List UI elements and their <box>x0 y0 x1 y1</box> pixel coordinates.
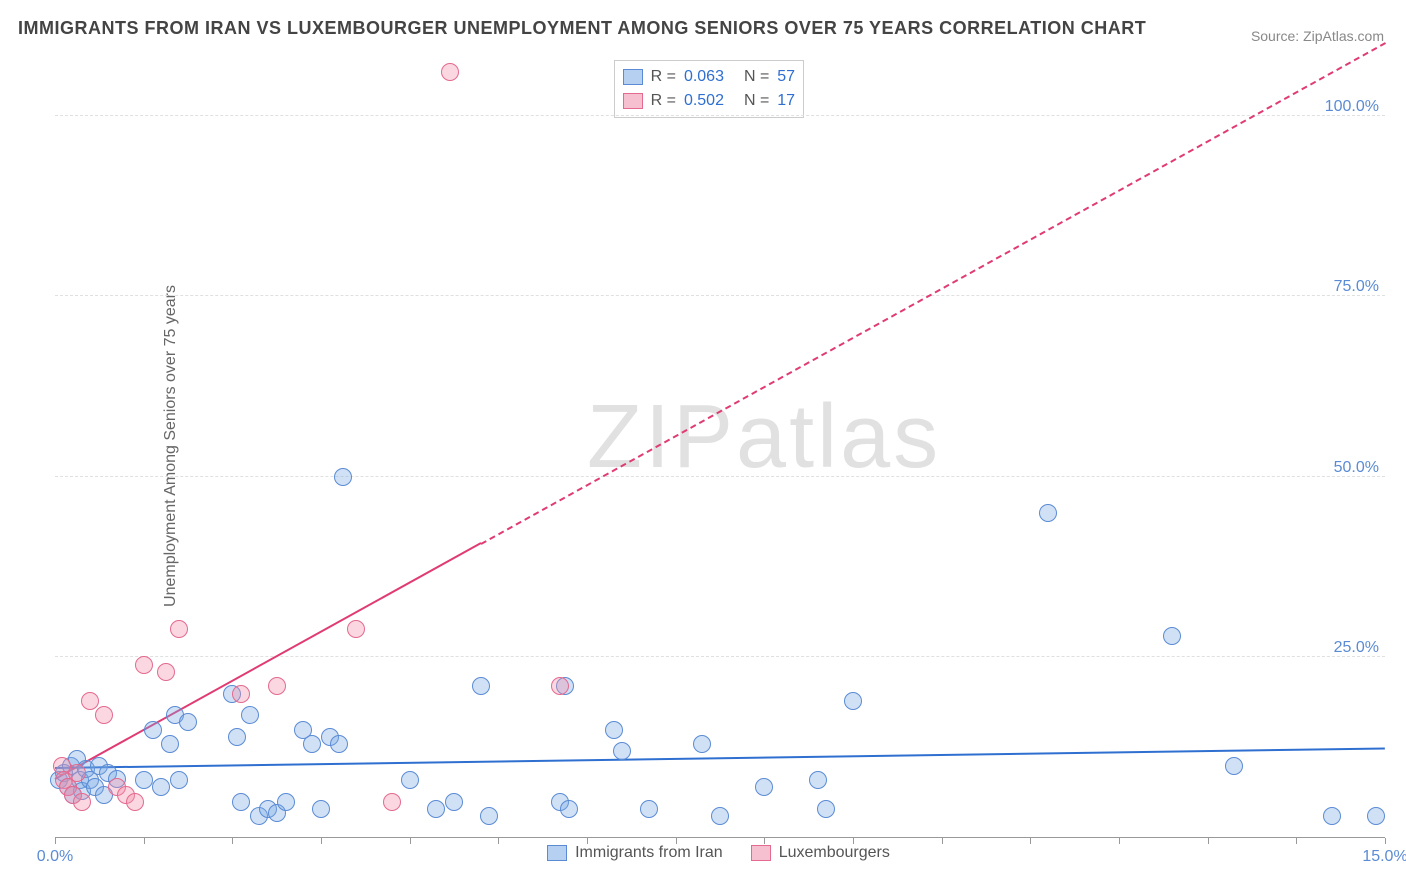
data-point <box>445 793 463 811</box>
data-point <box>157 663 175 681</box>
data-point <box>711 807 729 825</box>
data-point <box>693 735 711 753</box>
legend-row: R = 0.502 N = 17 <box>623 89 795 113</box>
x-tick-label: 0.0% <box>37 848 73 866</box>
x-tick <box>942 838 943 844</box>
legend-label: Immigrants from Iran <box>575 844 723 862</box>
data-point <box>152 778 170 796</box>
grid-line <box>55 476 1385 477</box>
x-tick <box>1385 838 1386 844</box>
y-tick-label: 100.0% <box>1325 98 1379 116</box>
data-point <box>613 742 631 760</box>
legend-item: Immigrants from Iran <box>547 844 723 862</box>
trend-line <box>55 748 1385 769</box>
grid-line <box>55 115 1385 116</box>
data-point <box>68 764 86 782</box>
data-point <box>170 620 188 638</box>
x-tick <box>1208 838 1209 844</box>
data-point <box>135 656 153 674</box>
legend-swatch <box>751 845 771 861</box>
series-legend: Immigrants from Iran Luxembourgers <box>547 844 890 862</box>
data-point <box>228 728 246 746</box>
legend-n-value: 57 <box>777 68 795 86</box>
data-point <box>161 735 179 753</box>
data-point <box>605 721 623 739</box>
data-point <box>179 713 197 731</box>
scatter-plot: ZIPatlas R = 0.063 N = 57 R = 0.502 N = 17 25.0… <box>55 58 1385 838</box>
legend-r-value: 0.063 <box>684 68 736 86</box>
data-point <box>303 735 321 753</box>
data-point <box>1323 807 1341 825</box>
x-tick <box>232 838 233 844</box>
legend-n-value: 17 <box>777 92 795 110</box>
legend-swatch <box>623 93 643 109</box>
data-point <box>135 771 153 789</box>
legend-r-value: 0.502 <box>684 92 736 110</box>
data-point <box>144 721 162 739</box>
x-tick <box>1296 838 1297 844</box>
x-tick <box>410 838 411 844</box>
data-point <box>401 771 419 789</box>
data-point <box>480 807 498 825</box>
legend-swatch <box>623 69 643 85</box>
data-point <box>640 800 658 818</box>
data-point <box>277 793 295 811</box>
data-point <box>330 735 348 753</box>
data-point <box>560 800 578 818</box>
data-point <box>1225 757 1243 775</box>
data-point <box>126 793 144 811</box>
grid-line <box>55 295 1385 296</box>
data-point <box>1039 504 1057 522</box>
data-point <box>232 685 250 703</box>
correlation-legend: R = 0.063 N = 57 R = 0.502 N = 17 <box>614 60 804 118</box>
legend-label: Luxembourgers <box>779 844 890 862</box>
data-point <box>73 793 91 811</box>
data-point <box>81 692 99 710</box>
data-point <box>241 706 259 724</box>
data-point <box>95 706 113 724</box>
data-point <box>170 771 188 789</box>
data-point <box>1367 807 1385 825</box>
data-point <box>472 677 490 695</box>
data-point <box>427 800 445 818</box>
data-point <box>312 800 330 818</box>
x-tick <box>144 838 145 844</box>
legend-row: R = 0.063 N = 57 <box>623 65 795 89</box>
x-axis <box>55 837 1385 838</box>
data-point <box>268 677 286 695</box>
x-tick <box>321 838 322 844</box>
legend-item: Luxembourgers <box>751 844 890 862</box>
data-point <box>334 468 352 486</box>
x-tick <box>498 838 499 844</box>
data-point <box>383 793 401 811</box>
y-tick-label: 75.0% <box>1334 278 1379 296</box>
x-tick <box>1030 838 1031 844</box>
y-tick-label: 50.0% <box>1334 459 1379 477</box>
legend-n-label: N = <box>744 68 769 86</box>
legend-n-label: N = <box>744 92 769 110</box>
data-point <box>232 793 250 811</box>
data-point <box>551 677 569 695</box>
grid-line <box>55 656 1385 657</box>
legend-r-label: R = <box>651 68 676 86</box>
source-label: Source: ZipAtlas.com <box>1251 28 1384 44</box>
data-point <box>347 620 365 638</box>
data-point <box>817 800 835 818</box>
trend-line <box>55 543 482 780</box>
data-point <box>844 692 862 710</box>
data-point <box>809 771 827 789</box>
x-tick <box>1119 838 1120 844</box>
data-point <box>1163 627 1181 645</box>
chart-title: IMMIGRANTS FROM IRAN VS LUXEMBOURGER UNE… <box>18 18 1146 39</box>
x-tick-label: 15.0% <box>1362 848 1406 866</box>
watermark: ZIPatlas <box>587 386 941 489</box>
legend-swatch <box>547 845 567 861</box>
data-point <box>441 63 459 81</box>
x-tick <box>55 838 56 844</box>
data-point <box>755 778 773 796</box>
legend-r-label: R = <box>651 92 676 110</box>
y-tick-label: 25.0% <box>1334 639 1379 657</box>
